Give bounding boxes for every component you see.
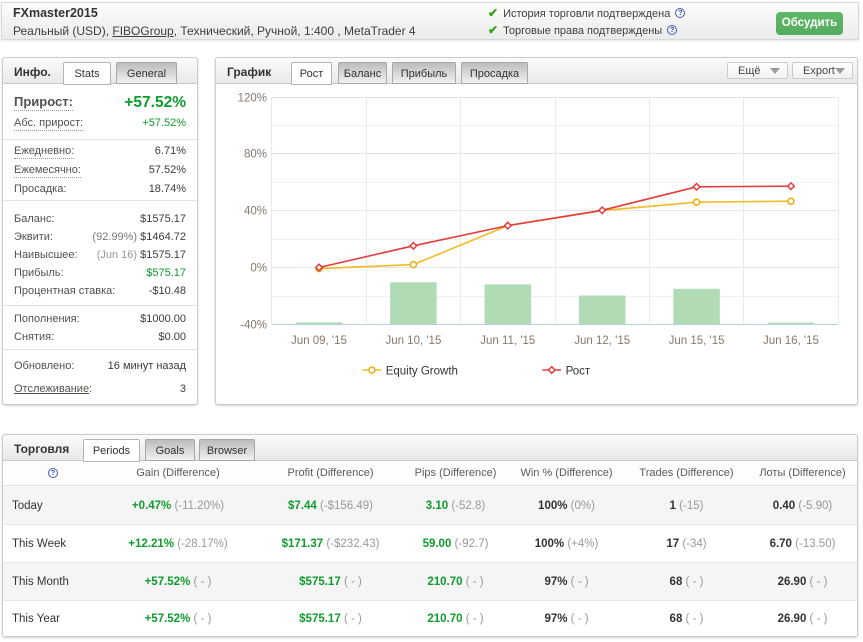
- svg-text:Jun 16, '15: Jun 16, '15: [763, 335, 819, 347]
- svg-text:80%: 80%: [244, 149, 267, 161]
- svg-text:120%: 120%: [238, 93, 267, 105]
- svg-text:0%: 0%: [250, 263, 267, 275]
- svg-text:Jun 15, '15: Jun 15, '15: [669, 335, 725, 347]
- svg-text:Equity Growth: Equity Growth: [386, 366, 458, 378]
- svg-text:Jun 11, '15: Jun 11, '15: [480, 335, 535, 347]
- svg-text:Jun 10, '15: Jun 10, '15: [385, 335, 441, 347]
- svg-text:Рост: Рост: [566, 366, 591, 378]
- svg-text:-40%: -40%: [240, 320, 267, 332]
- svg-text:Jun 09, '15: Jun 09, '15: [291, 335, 347, 347]
- svg-text:40%: 40%: [244, 206, 267, 218]
- svg-text:Jun 12, '15: Jun 12, '15: [574, 335, 630, 347]
